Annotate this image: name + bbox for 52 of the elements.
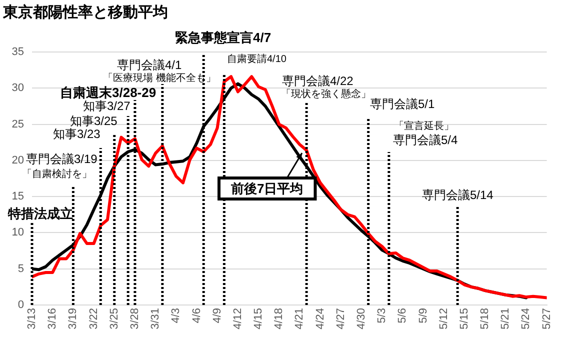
x-tick-label: 5/21	[500, 308, 512, 330]
annotation: 「宣言延長」	[394, 120, 454, 132]
y-tick-label: 15	[12, 190, 24, 203]
y-tick-label: 10	[12, 226, 24, 239]
chart-title: 東京都陽性率と移動平均	[2, 3, 168, 21]
x-tick-label: 5/15	[458, 308, 470, 330]
ref-line-label: 知事3/25	[70, 114, 118, 128]
ref-line-label: 専門会議4/22	[282, 74, 354, 88]
y-tick-label: 30	[12, 82, 24, 94]
y-tick-label: 35	[12, 46, 24, 58]
x-tick-label: 3/28	[128, 308, 141, 330]
y-tick-label: 0	[18, 299, 24, 312]
x-tick-label: 4/27	[334, 308, 347, 330]
x-tick-label: 5/27	[540, 308, 553, 330]
x-tick-label: 3/31	[150, 308, 162, 330]
ref-line-label: 専門会議4/1	[117, 58, 182, 72]
x-tick-label: 5/24	[520, 308, 532, 330]
x-tick-label: 3/22	[88, 308, 100, 330]
annotation: 「自粛検討を」	[22, 168, 92, 180]
ref-line-label: 専門会議5/4	[393, 133, 458, 147]
y-tick-label: 20	[12, 154, 24, 166]
x-tick-label: 5/12	[438, 308, 450, 330]
x-tick-label: 4/12	[232, 308, 244, 330]
x-tick-label: 4/18	[273, 308, 286, 330]
ref-line-label: 緊急事態宣言4/7	[175, 30, 272, 45]
legend-label: 前後7日平均	[230, 181, 304, 196]
annotation: 「現状を強く懸念」	[281, 88, 371, 100]
ref-line-label: 自粛要請4/10	[227, 53, 287, 65]
x-tick-label: 3/13	[26, 308, 38, 330]
x-tick-label: 4/3	[170, 308, 182, 324]
ref-line-label: 専門会議5/14	[422, 188, 494, 202]
ref-line-label: 自粛週末3/28-29	[60, 85, 156, 100]
x-tick-label: 3/25	[108, 308, 120, 330]
y-tick-label: 25	[12, 118, 24, 130]
ref-line-label: 知事3/23	[53, 127, 101, 141]
x-tick-label: 3/19	[67, 308, 80, 330]
x-tick-label: 5/9	[417, 308, 430, 324]
ref-line-label: 専門会議3/19	[26, 152, 98, 166]
x-tick-label: 4/24	[314, 308, 326, 330]
x-tick-label: 4/15	[252, 308, 265, 330]
x-tick-label: 4/21	[294, 308, 306, 330]
ref-line-label: 知事3/27	[83, 99, 131, 113]
x-tick-label: 5/18	[479, 308, 492, 330]
x-tick-label: 4/9	[211, 308, 224, 324]
x-tick-label: 3/16	[46, 308, 59, 330]
x-tick-label: 4/6	[190, 308, 203, 324]
x-tick-label: 5/6	[396, 308, 409, 324]
ref-line-label: 専門会議5/1	[370, 97, 436, 111]
ref-line-label: 特措法成立	[7, 206, 73, 221]
x-tick-label: 5/3	[376, 308, 388, 324]
x-tick-label: 4/30	[356, 308, 368, 330]
y-tick-label: 5	[18, 262, 24, 275]
